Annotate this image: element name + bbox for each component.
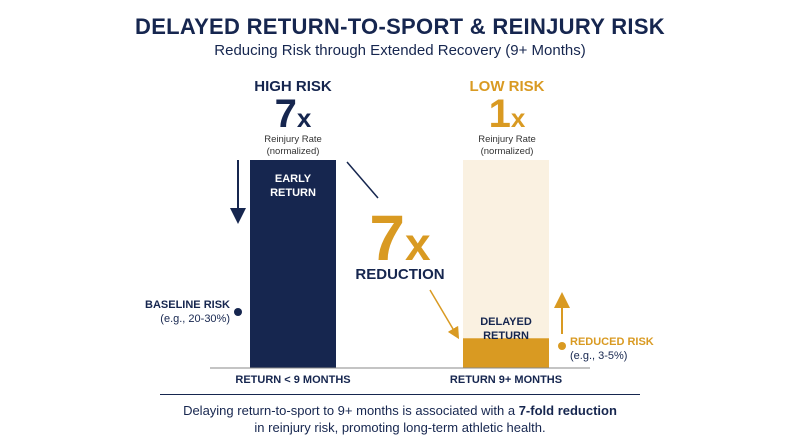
x-tick-label-delayed: RETURN 9+ MONTHS [449,374,563,386]
bar-early-return [250,160,336,368]
reduction-arrow-icon [429,289,460,340]
x-tick-label-early: RETURN < 9 MONTHS [235,374,351,386]
low-risk-multiplier: 1x [488,92,526,136]
high-risk-label: HIGH RISK [254,78,332,95]
high-risk-multiplier: 7x [274,92,312,136]
high-risk-caption: Reinjury Rate (normalized) [264,134,322,157]
low-risk-caption: Reinjury Rate (normalized) [478,134,536,157]
chart-title: DELAYED RETURN-TO-SPORT & REINJURY RISK [135,14,665,39]
delayed-return-bar-label: DELAYED RETURN [480,316,532,342]
early-return-bar-label: EARLY RETURN [270,173,316,199]
low-risk-column-background [463,160,549,368]
footer-text: Delaying return-to-sport to 9+ months is… [183,403,617,435]
baseline-risk-annotation: BASELINE RISK (e.g., 20-30%) [145,299,230,325]
chart-subtitle: Reducing Risk through Extended Recovery … [214,42,586,59]
baseline-marker [234,308,242,316]
bar-delayed-return [463,338,549,368]
connector-line [346,161,379,199]
reduction-multiplier: 7x [369,202,431,274]
footer-divider [160,394,640,395]
reduced-marker [558,342,566,350]
low-risk-label: LOW RISK [469,78,545,95]
reduction-label: REDUCTION [355,266,445,283]
reduced-risk-annotation: REDUCED RISK (e.g., 3-5%) [570,336,654,362]
